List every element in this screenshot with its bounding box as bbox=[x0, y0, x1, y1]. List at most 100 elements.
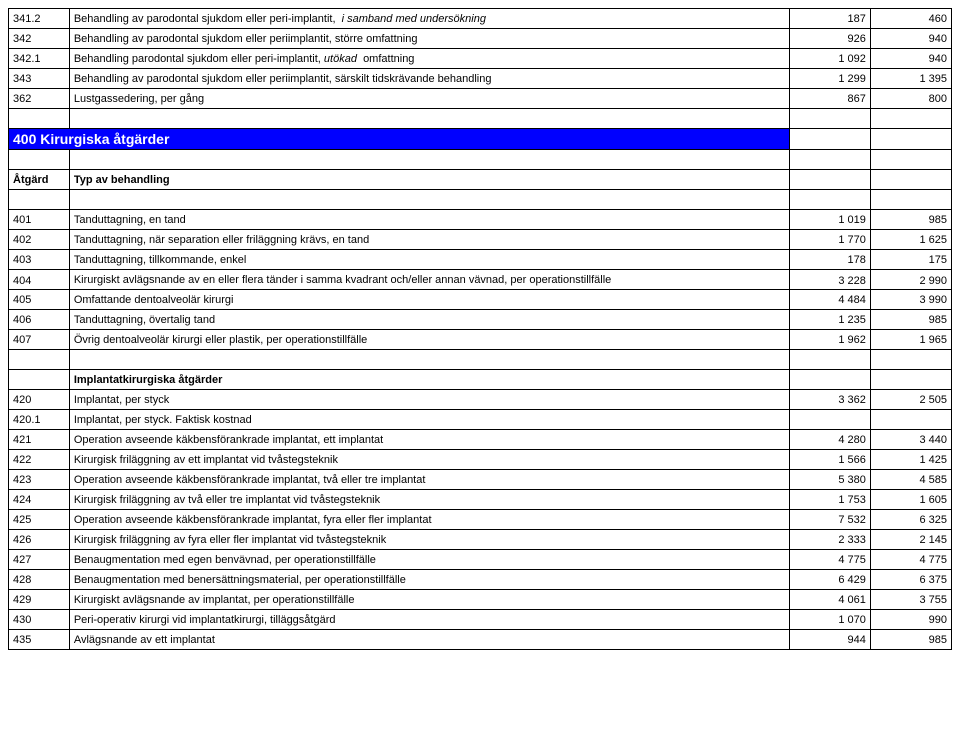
section-header-row: 400 Kirurgiska åtgärder bbox=[9, 129, 952, 150]
table-row: 405 Omfattande dentoalveolär kirurgi 4 4… bbox=[9, 290, 952, 310]
value-cell: 800 bbox=[870, 89, 951, 109]
desc-cell: Behandling av parodontal sjukdom eller p… bbox=[69, 69, 789, 89]
value-cell bbox=[870, 410, 951, 430]
value-cell: 990 bbox=[870, 610, 951, 630]
table-row: 403 Tanduttagning, tillkommande, enkel 1… bbox=[9, 250, 952, 270]
code-cell: 420 bbox=[9, 390, 70, 410]
code-cell: 435 bbox=[9, 630, 70, 650]
table-row: 406 Tanduttagning, övertalig tand 1 235 … bbox=[9, 310, 952, 330]
value-cell: 867 bbox=[789, 89, 870, 109]
code-cell: 406 bbox=[9, 310, 70, 330]
desc-cell: Behandling parodontal sjukdom eller peri… bbox=[69, 49, 789, 69]
value-cell: 2 333 bbox=[789, 530, 870, 550]
table-row: 421 Operation avseende käkbensförankrade… bbox=[9, 430, 952, 450]
desc-cell: Lustgassedering, per gång bbox=[69, 89, 789, 109]
table-row: 430 Peri-operativ kirurgi vid implantatk… bbox=[9, 610, 952, 630]
value-cell: 4 775 bbox=[870, 550, 951, 570]
value-cell: 940 bbox=[870, 49, 951, 69]
desc-cell: Tanduttagning, en tand bbox=[69, 210, 789, 230]
value-cell: 1 962 bbox=[789, 330, 870, 350]
code-cell: 401 bbox=[9, 210, 70, 230]
code-cell: 422 bbox=[9, 450, 70, 470]
value-cell: 7 532 bbox=[789, 510, 870, 530]
code-cell: 343 bbox=[9, 69, 70, 89]
implant-header: Implantatkirurgiska åtgärder bbox=[69, 370, 789, 390]
value-cell: 1 770 bbox=[789, 230, 870, 250]
table-row: 402 Tanduttagning, när separation eller … bbox=[9, 230, 952, 250]
desc-cell: Implantat, per styck. Faktisk kostnad bbox=[69, 410, 789, 430]
code-cell: 342.1 bbox=[9, 49, 70, 69]
code-cell: 407 bbox=[9, 330, 70, 350]
column-header-row: Åtgärd Typ av behandling bbox=[9, 170, 952, 190]
typ-label: Typ av behandling bbox=[69, 170, 789, 190]
value-cell: 2 505 bbox=[870, 390, 951, 410]
table-row: 424 Kirurgisk friläggning av två eller t… bbox=[9, 490, 952, 510]
value-cell: 3 990 bbox=[870, 290, 951, 310]
table-row: 362 Lustgassedering, per gång 867 800 bbox=[9, 89, 952, 109]
table-row: 420 Implantat, per styck 3 362 2 505 bbox=[9, 390, 952, 410]
value-cell: 3 440 bbox=[870, 430, 951, 450]
value-cell: 6 375 bbox=[870, 570, 951, 590]
table-row: 420.1 Implantat, per styck. Faktisk kost… bbox=[9, 410, 952, 430]
blank-row bbox=[9, 190, 952, 210]
value-cell bbox=[789, 410, 870, 430]
desc-cell: Kirurgiskt avlägsnande av en eller flera… bbox=[69, 270, 789, 290]
value-cell: 940 bbox=[870, 29, 951, 49]
section-header: 400 Kirurgiska åtgärder bbox=[9, 129, 790, 150]
desc-cell: Övrig dentoalveolär kirurgi eller plasti… bbox=[69, 330, 789, 350]
value-cell: 1 395 bbox=[870, 69, 951, 89]
code-cell: 426 bbox=[9, 530, 70, 550]
value-cell: 1 425 bbox=[870, 450, 951, 470]
code-cell: 424 bbox=[9, 490, 70, 510]
value-cell: 1 605 bbox=[870, 490, 951, 510]
value-cell: 3 755 bbox=[870, 590, 951, 610]
code-cell: 430 bbox=[9, 610, 70, 630]
desc-cell: Kirurgisk friläggning av ett implantat v… bbox=[69, 450, 789, 470]
value-cell: 3 362 bbox=[789, 390, 870, 410]
desc-cell: Kirurgisk friläggning av fyra eller fler… bbox=[69, 530, 789, 550]
code-cell: 428 bbox=[9, 570, 70, 590]
value-cell: 4 061 bbox=[789, 590, 870, 610]
table-row: 343 Behandling av parodontal sjukdom ell… bbox=[9, 69, 952, 89]
code-cell: 341.2 bbox=[9, 9, 70, 29]
desc-cell: Tanduttagning, övertalig tand bbox=[69, 310, 789, 330]
sub-header-row: Implantatkirurgiska åtgärder bbox=[9, 370, 952, 390]
desc-cell: Tanduttagning, tillkommande, enkel bbox=[69, 250, 789, 270]
table-row: 342.1 Behandling parodontal sjukdom elle… bbox=[9, 49, 952, 69]
desc-cell: Behandling av parodontal sjukdom eller p… bbox=[69, 29, 789, 49]
desc-cell: Operation avseende käkbensförankrade imp… bbox=[69, 430, 789, 450]
value-cell: 187 bbox=[789, 9, 870, 29]
value-cell: 4 775 bbox=[789, 550, 870, 570]
blank-row bbox=[9, 350, 952, 370]
table-row: 422 Kirurgisk friläggning av ett implant… bbox=[9, 450, 952, 470]
desc-cell: Benaugmentation med benersättningsmateri… bbox=[69, 570, 789, 590]
code-cell: 423 bbox=[9, 470, 70, 490]
table-row: 404 Kirurgiskt avlägsnande av en eller f… bbox=[9, 270, 952, 290]
value-cell: 175 bbox=[870, 250, 951, 270]
code-cell: 425 bbox=[9, 510, 70, 530]
table-row: 435 Avlägsnande av ett implantat 944 985 bbox=[9, 630, 952, 650]
value-cell: 1 965 bbox=[870, 330, 951, 350]
blank-row bbox=[9, 109, 952, 129]
value-cell: 1 070 bbox=[789, 610, 870, 630]
desc-cell: Kirurgiskt avlägsnande av implantat, per… bbox=[69, 590, 789, 610]
value-cell: 985 bbox=[870, 630, 951, 650]
value-cell: 926 bbox=[789, 29, 870, 49]
table-row: 429 Kirurgiskt avlägsnande av implantat,… bbox=[9, 590, 952, 610]
code-cell: 420.1 bbox=[9, 410, 70, 430]
value-cell: 178 bbox=[789, 250, 870, 270]
value-cell: 3 228 bbox=[789, 270, 870, 290]
value-cell: 2 990 bbox=[870, 270, 951, 290]
table-row: 426 Kirurgisk friläggning av fyra eller … bbox=[9, 530, 952, 550]
blank-row bbox=[9, 150, 952, 170]
desc-cell: Kirurgisk friläggning av två eller tre i… bbox=[69, 490, 789, 510]
value-cell: 985 bbox=[870, 210, 951, 230]
code-cell: 403 bbox=[9, 250, 70, 270]
desc-cell: Operation avseende käkbensförankrade imp… bbox=[69, 510, 789, 530]
code-cell: 362 bbox=[9, 89, 70, 109]
desc-cell: Avlägsnande av ett implantat bbox=[69, 630, 789, 650]
desc-cell: Benaugmentation med egen benvävnad, per … bbox=[69, 550, 789, 570]
code-cell: 402 bbox=[9, 230, 70, 250]
value-cell: 5 380 bbox=[789, 470, 870, 490]
desc-cell: Implantat, per styck bbox=[69, 390, 789, 410]
